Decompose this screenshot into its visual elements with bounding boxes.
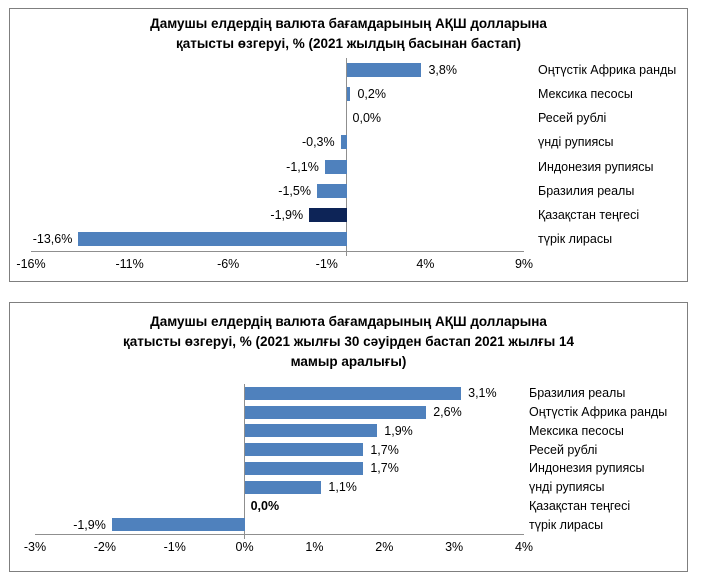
x-axis-line (31, 251, 524, 252)
category-label: Оңтүстік Африка ранды (538, 63, 677, 78)
bar (244, 443, 364, 457)
bar-value-label: -1,1% (286, 159, 319, 174)
bar-value-label: 1,7% (370, 442, 399, 457)
x-axis-tick-label: 0% (235, 540, 254, 554)
x-axis-tick-label: -1% (163, 540, 186, 554)
bar-value-label: -1,9% (73, 517, 106, 532)
x-axis-tick-label: 4% (514, 540, 534, 554)
zero-tick-mark (346, 251, 348, 256)
bar-value-label: -1,5% (278, 183, 311, 198)
chart-2-title: Дамушы елдердің валюта бағамдарының АҚШ … (10, 312, 687, 372)
bar-value-label: 2,6% (433, 405, 462, 420)
bar (244, 386, 462, 400)
bar (244, 424, 378, 438)
category-label: түрік лирасы (538, 231, 613, 246)
bar-value-label: -0,3% (301, 135, 335, 150)
x-axis-tick-label: -16% (16, 257, 46, 271)
x-axis-tick-label: 4% (416, 257, 435, 271)
chart-1-title-line: қатысты өзгеруі, % (2021 жылдың басынан … (175, 36, 521, 51)
bar (244, 480, 322, 494)
chart-2-plot-area: 3,1% 2,6% 1,9% 1,7% 1,7% 1,1% 0,0% -1,9% (35, 384, 524, 539)
zero-tick-mark (244, 534, 246, 539)
category-label: Мексика песосы (529, 423, 624, 438)
chart-1-title-line: Дамушы елдердің валюта бағамдарының АҚШ … (150, 16, 547, 31)
bar (244, 461, 364, 475)
bar-value-label: 0,0% (352, 111, 382, 126)
chart-1-plot-area: 3,8% 0,2% 0,0% -0,3% -1,1% -1,5% -1,9% -13,6% (31, 58, 524, 256)
category-label: Қазақстан теңгесі (529, 498, 631, 513)
category-label: Индонезия рупиясы (538, 159, 654, 174)
category-label: түрік лирасы (529, 517, 604, 532)
category-label: Ресей рублі (529, 442, 598, 457)
chart-1-title: Дамушы елдердің валюта бағамдарының АҚШ … (10, 14, 687, 54)
x-axis-tick-label: -11% (115, 257, 144, 271)
bar-value-label: 3,1% (468, 386, 497, 401)
category-label: Мексика песосы (538, 87, 633, 102)
x-axis-tick-label: 1% (305, 540, 324, 554)
bar-value-label: 1,7% (370, 461, 399, 476)
chart-2-title-line: мамыр аралығы) (290, 354, 407, 369)
bar (340, 135, 347, 150)
category-axis-line (244, 384, 246, 534)
x-axis-tick-label: 9% (514, 257, 534, 271)
x-axis-tick-label: -2% (93, 540, 116, 554)
chart-2-title-line: Дамушы елдердің валюта бағамдарының АҚШ … (150, 314, 547, 329)
bar (78, 231, 347, 246)
category-label: Бразилия реалы (538, 183, 635, 198)
bar-value-label: 1,9% (384, 423, 413, 438)
bar-value-label: -1,9% (270, 207, 304, 222)
chart-2-title-line: қатысты өзгеруі, % (2021 жылғы 30 сәуірд… (122, 334, 575, 349)
bar (346, 63, 422, 78)
x-axis-tick-label: -1% (315, 257, 338, 271)
category-label: Бразилия реалы (529, 386, 626, 401)
chart-2-container: Дамушы елдердің валюта бағамдарының АҚШ … (9, 302, 688, 572)
category-label: үнді рупиясы (538, 135, 614, 150)
bar (346, 87, 351, 102)
bar-value-label: 0,0% (250, 498, 280, 513)
bar-value-label: -13,6% (32, 231, 73, 246)
x-axis-tick-label: 3% (445, 540, 464, 554)
category-axis-line (346, 58, 348, 251)
x-axis-line (35, 534, 524, 535)
chart-1-container: Дамушы елдердің валюта бағамдарының АҚШ … (9, 8, 688, 282)
bar (324, 159, 347, 174)
category-label: Индонезия рупиясы (529, 461, 645, 476)
category-label: Қазақстан теңгесі (538, 207, 640, 222)
bar (244, 405, 427, 419)
x-axis-tick-label: -6% (217, 257, 240, 271)
x-axis-tick-label: -3% (23, 540, 47, 554)
bar (309, 207, 347, 222)
x-axis-tick-label: 2% (375, 540, 394, 554)
bar (316, 183, 347, 198)
category-label: Оңтүстік Африка ранды (529, 405, 668, 420)
bar (111, 518, 245, 532)
bar-value-label: 0,2% (357, 87, 386, 102)
category-label: Ресей рублі (538, 111, 607, 126)
bar-value-label: 1,1% (328, 480, 357, 495)
category-label: үнді рупиясы (529, 480, 605, 495)
bar-value-label: 3,8% (428, 63, 457, 78)
